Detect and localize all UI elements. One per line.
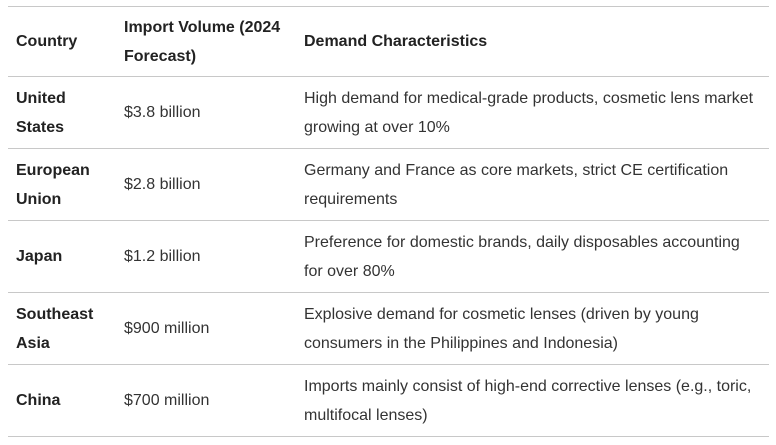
table-row: China $700 million Imports mainly consis…	[8, 364, 769, 437]
header-import-volume: Import Volume (2024 Forecast)	[124, 18, 281, 65]
table-row: Southeast Asia $900 million Explosive de…	[8, 292, 769, 365]
row-import-volume: $2.8 billion	[124, 176, 201, 193]
header-row: Country Import Volume (2024 Forecast) De…	[8, 6, 769, 77]
table-body: United States $3.8 billion High demand f…	[8, 76, 769, 437]
row-import-volume: $1.2 billion	[124, 248, 201, 265]
header-demand-characteristics: Demand Characteristics	[304, 33, 488, 50]
table-header: Country Import Volume (2024 Forecast) De…	[8, 6, 769, 77]
row-demand: Germany and France as core markets, stri…	[304, 161, 729, 208]
header-country: Country	[16, 33, 78, 50]
row-demand: Imports mainly consist of high-end corre…	[304, 377, 752, 424]
row-country: Japan	[16, 248, 63, 265]
import-table-container: Country Import Volume (2024 Forecast) De…	[8, 6, 769, 437]
row-country: United States	[16, 89, 66, 136]
table-row: United States $3.8 billion High demand f…	[8, 76, 769, 149]
row-import-volume: $700 million	[124, 392, 210, 409]
row-demand: High demand for medical-grade products, …	[304, 89, 754, 136]
row-country: Southeast Asia	[16, 305, 94, 352]
table-row: Japan $1.2 billion Preference for domest…	[8, 220, 769, 293]
row-import-volume: $900 million	[124, 320, 210, 337]
row-demand: Explosive demand for cosmetic lenses (dr…	[304, 305, 699, 352]
import-volume-table: Country Import Volume (2024 Forecast) De…	[8, 6, 769, 437]
row-import-volume: $3.8 billion	[124, 104, 201, 121]
row-country: European Union	[16, 161, 90, 208]
row-country: China	[16, 392, 61, 409]
row-demand: Preference for domestic brands, daily di…	[304, 233, 740, 280]
table-row: European Union $2.8 billion Germany and …	[8, 148, 769, 221]
